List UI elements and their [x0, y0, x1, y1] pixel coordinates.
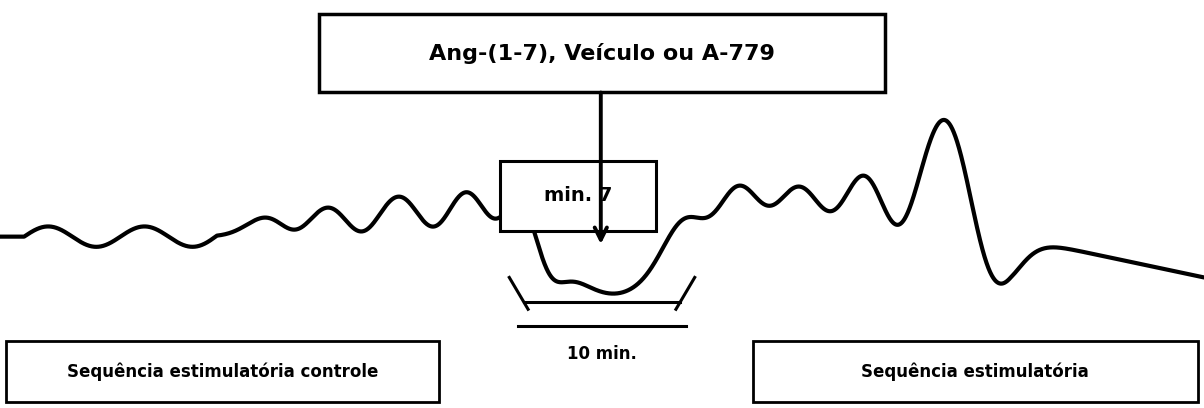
FancyBboxPatch shape: [319, 14, 885, 92]
Text: 10 min.: 10 min.: [567, 345, 637, 363]
FancyBboxPatch shape: [6, 341, 439, 402]
FancyBboxPatch shape: [500, 161, 656, 231]
Text: Sequência estimulatória: Sequência estimulatória: [861, 362, 1090, 381]
Text: min. 7: min. 7: [544, 186, 612, 205]
Text: Sequência estimulatória controle: Sequência estimulatória controle: [67, 362, 378, 381]
FancyBboxPatch shape: [752, 341, 1198, 402]
Text: Ang-(1-7), Veículo ou A-779: Ang-(1-7), Veículo ou A-779: [429, 42, 775, 64]
